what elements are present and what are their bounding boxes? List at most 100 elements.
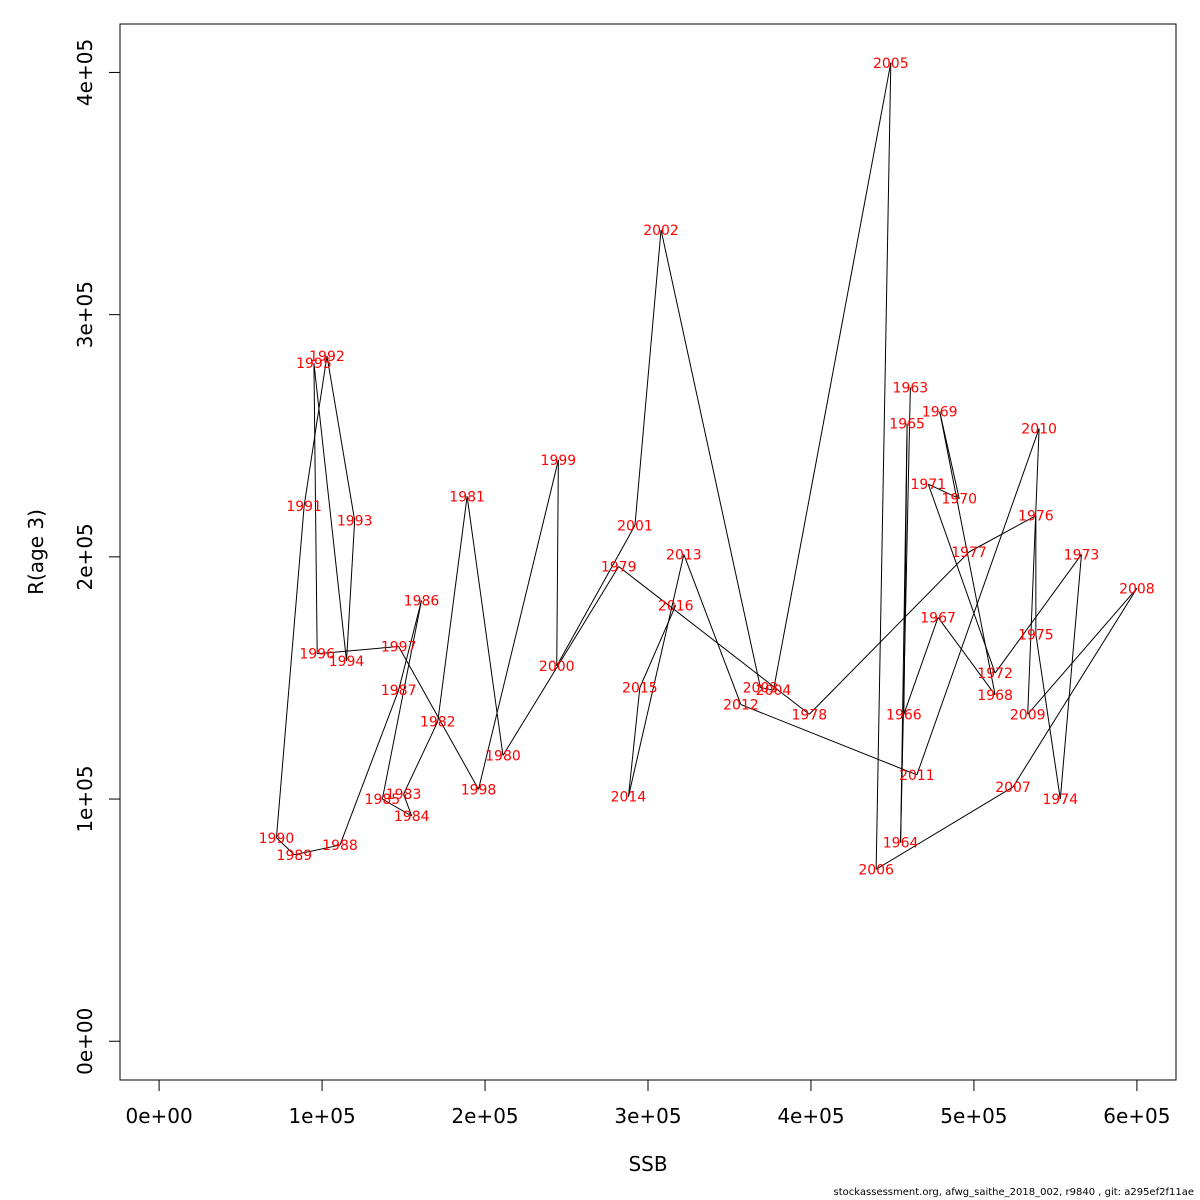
point-label-1984: 1984 xyxy=(394,809,430,825)
point-label-1983: 1983 xyxy=(386,787,422,803)
point-label-1980: 1980 xyxy=(485,748,521,764)
series-segment xyxy=(276,837,295,856)
x-tick-label: 3e+05 xyxy=(614,1104,681,1128)
series-segment xyxy=(740,704,918,776)
x-tick-label: 6e+05 xyxy=(1103,1104,1170,1128)
point-label-2005: 2005 xyxy=(873,56,909,72)
point-label-2000: 2000 xyxy=(539,659,575,675)
point-label-1998: 1998 xyxy=(461,782,497,798)
point-label-1975: 1975 xyxy=(1018,627,1054,643)
series-segment xyxy=(339,689,400,846)
point-label-2014: 2014 xyxy=(611,790,647,806)
series-segment xyxy=(275,505,305,838)
series-segment xyxy=(403,721,439,795)
point-label-1970: 1970 xyxy=(941,492,977,508)
y-tick-label: 1e+05 xyxy=(73,765,97,832)
point-label-2007: 2007 xyxy=(995,780,1031,796)
x-tick-label: 5e+05 xyxy=(940,1104,1007,1128)
series-segment xyxy=(639,605,677,688)
point-label-1985: 1985 xyxy=(365,792,401,808)
series-segment xyxy=(1035,634,1061,800)
point-label-1986: 1986 xyxy=(404,593,440,609)
point-label-2004: 2004 xyxy=(756,683,792,699)
point-label-2009: 2009 xyxy=(1010,707,1046,723)
series-segment xyxy=(478,459,559,790)
point-label-1988: 1988 xyxy=(322,838,358,854)
point-label-1991: 1991 xyxy=(286,499,322,515)
point-label-1968: 1968 xyxy=(977,688,1013,704)
point-label-2013: 2013 xyxy=(666,547,702,563)
series-segment xyxy=(627,687,641,797)
series-segment xyxy=(313,363,348,662)
series-segment xyxy=(994,554,1082,674)
point-label-1987: 1987 xyxy=(381,683,417,699)
x-tick-label: 0e+00 xyxy=(125,1104,192,1128)
point-label-1972: 1972 xyxy=(977,666,1013,682)
series-segment xyxy=(381,600,422,800)
series-segment xyxy=(303,355,328,507)
series-segment xyxy=(916,428,1040,775)
point-label-1971: 1971 xyxy=(910,477,946,493)
y-tick-label: 4e+05 xyxy=(73,39,97,106)
x-axis-title: SSB xyxy=(628,1152,667,1176)
series-segment xyxy=(875,62,892,870)
point-label-1999: 1999 xyxy=(541,453,577,469)
point-label-1979: 1979 xyxy=(601,560,637,576)
series-segment xyxy=(437,496,468,722)
series-segment xyxy=(618,566,810,715)
series-segment xyxy=(398,646,479,790)
y-tick-label: 3e+05 xyxy=(73,281,97,348)
y-tick-label: 0e+00 xyxy=(73,1008,97,1075)
series-segment xyxy=(317,645,399,655)
point-label-1966: 1966 xyxy=(886,707,922,723)
point-label-1969: 1969 xyxy=(922,405,958,421)
plot-frame xyxy=(119,23,1177,1081)
x-tick-label: 1e+05 xyxy=(288,1104,355,1128)
point-label-2002: 2002 xyxy=(643,223,679,239)
series-segment xyxy=(382,798,412,817)
series-segment xyxy=(1059,554,1082,800)
series-segment xyxy=(627,554,685,797)
series-segment xyxy=(1012,588,1138,788)
point-label-2008: 2008 xyxy=(1119,581,1155,597)
point-label-1978: 1978 xyxy=(792,707,828,723)
point-label-2003: 2003 xyxy=(743,681,779,697)
point-label-1973: 1973 xyxy=(1064,547,1100,563)
point-label-1996: 1996 xyxy=(299,647,335,663)
point-label-1995: 1995 xyxy=(296,356,332,372)
series-segment xyxy=(937,617,996,696)
series-segment xyxy=(556,459,559,666)
series-segment xyxy=(326,355,356,521)
point-label-1997: 1997 xyxy=(381,639,417,655)
point-label-1964: 1964 xyxy=(883,836,919,852)
series-segment xyxy=(903,423,908,715)
series-segment xyxy=(634,229,662,526)
series-segment xyxy=(398,600,422,691)
point-label-2010: 2010 xyxy=(1021,421,1057,437)
point-label-2016: 2016 xyxy=(658,598,694,614)
series-segment xyxy=(294,844,341,856)
series-segment xyxy=(939,411,960,499)
point-label-1963: 1963 xyxy=(893,380,929,396)
footer-credit: stockassessment.org, afwg_saithe_2018_00… xyxy=(833,1187,1194,1198)
point-label-2015: 2015 xyxy=(622,681,658,697)
series-segment xyxy=(1027,428,1040,715)
point-label-1982: 1982 xyxy=(420,715,456,731)
x-tick-label: 2e+05 xyxy=(451,1104,518,1128)
series-segment xyxy=(772,62,892,691)
point-label-2012: 2012 xyxy=(723,698,759,714)
series-segment xyxy=(928,483,960,500)
point-label-1981: 1981 xyxy=(449,489,485,505)
series-segment xyxy=(875,786,1014,870)
point-label-1990: 1990 xyxy=(259,831,295,847)
series-segment xyxy=(660,229,761,688)
x-axis: 0e+00 1e+05 2e+05 3e+05 4e+05 5e+05 6e+05 xyxy=(125,1079,1171,1128)
point-label-1993: 1993 xyxy=(337,514,373,530)
series-segment xyxy=(556,525,636,667)
x-tick-label: 4e+05 xyxy=(777,1104,844,1128)
y-tick-label: 2e+05 xyxy=(73,523,97,590)
point-label-1994: 1994 xyxy=(329,654,365,670)
series-line xyxy=(275,62,1138,870)
